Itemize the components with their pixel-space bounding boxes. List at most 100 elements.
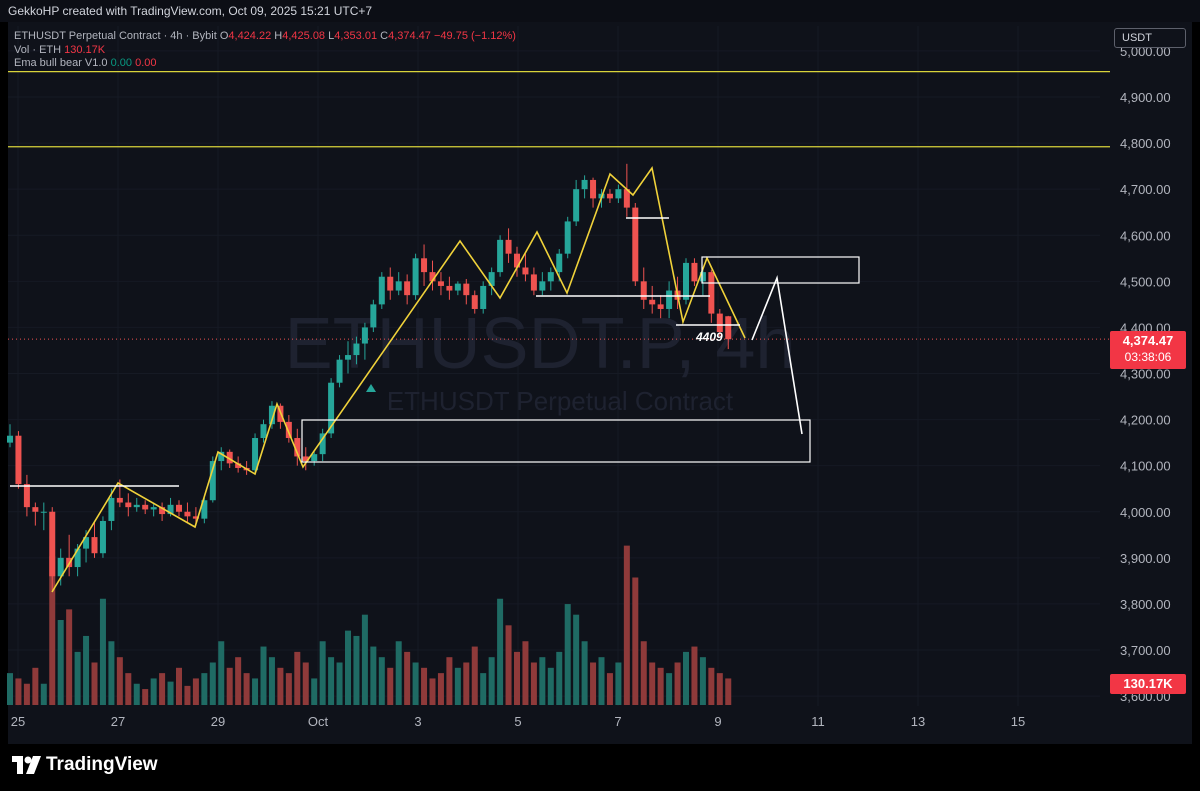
- candle-body: [226, 451, 233, 464]
- candle-body: [632, 207, 639, 282]
- level-lines: [8, 71, 1110, 340]
- volume-bar: [311, 678, 318, 705]
- candle-body: [201, 500, 208, 519]
- candle-body: [142, 504, 149, 510]
- candle-body: [336, 359, 343, 383]
- volume-bar: [471, 646, 478, 705]
- volume-bar: [640, 641, 647, 705]
- volume-bar: [49, 556, 56, 705]
- volume-bar: [91, 662, 98, 705]
- legend-symbol[interactable]: ETHUSDT Perpetual Contract · 4h · Bybit: [14, 30, 217, 42]
- candle-body: [454, 283, 461, 291]
- candle-body: [40, 511, 47, 513]
- candle-body: [480, 285, 487, 309]
- candle-body: [192, 516, 199, 519]
- volume-bar: [336, 662, 343, 705]
- volume-bar: [674, 662, 681, 705]
- candle-body: [361, 327, 368, 344]
- volume-bar: [176, 667, 182, 705]
- signal-marker: [366, 384, 376, 392]
- candle-body: [387, 276, 394, 291]
- volume-bar: [108, 641, 115, 705]
- volume-bar: [404, 651, 411, 705]
- volume-bar: [530, 662, 537, 705]
- volume-bar: [683, 651, 689, 705]
- volume-bar: [57, 620, 64, 705]
- price-tick-label: 3,700.00: [1120, 643, 1171, 658]
- volume-bar: [497, 598, 504, 705]
- volume-bar: [133, 683, 140, 705]
- volume-bar: [201, 673, 208, 705]
- candle-body: [311, 454, 318, 462]
- volume-bar: [488, 657, 495, 705]
- volume-bar: [514, 651, 520, 705]
- price-tick-label: 4,100.00: [1120, 459, 1171, 474]
- volume-bar: [429, 678, 436, 705]
- time-tick-label: 7: [614, 714, 621, 729]
- price-tick-label: 4,200.00: [1120, 413, 1171, 428]
- volume-bar: [564, 604, 571, 705]
- candle-body: [547, 272, 554, 282]
- volume-bar: [302, 662, 309, 705]
- price-tick-label: 3,800.00: [1120, 597, 1171, 612]
- candle-body: [716, 313, 723, 333]
- candle-body: [463, 283, 470, 296]
- chart-pane[interactable]: [8, 22, 1192, 744]
- price-tick-label: 4,300.00: [1120, 367, 1171, 382]
- volume-bar: [252, 678, 259, 705]
- volume-bar: [150, 678, 157, 705]
- volume-bar: [539, 657, 546, 705]
- volume-bar: [623, 545, 630, 705]
- time-tick-label: 11: [811, 714, 825, 729]
- volume-bar: [437, 673, 444, 705]
- time-axis: 25 27 29 Oct 3 5 7 9 11 13 15: [11, 714, 1025, 729]
- legend-volume: Vol · ETH 130.17K: [14, 43, 106, 56]
- legend: ETHUSDT Perpetual Contract · 4h · Bybit …: [14, 30, 516, 71]
- supply-zone-box: [701, 256, 860, 284]
- volume-bar: [192, 678, 199, 705]
- candle-body: [116, 497, 123, 503]
- zigzag-line: [51, 166, 746, 593]
- volume-bar: [725, 678, 732, 705]
- time-tick-label: 29: [211, 714, 225, 729]
- tradingview-logo-icon: [12, 756, 41, 774]
- candle-body: [556, 253, 563, 273]
- time-tick-label: 15: [1011, 714, 1025, 729]
- last-price-tag: 4,374.47 03:38:06: [1110, 331, 1186, 369]
- volume-bar: [268, 657, 275, 705]
- currency-selector[interactable]: USDT: [1114, 28, 1186, 48]
- candle-body: [74, 548, 81, 568]
- candle-body: [615, 189, 622, 199]
- candle-body: [606, 193, 613, 199]
- candle-body: [404, 281, 411, 296]
- price-tick-label: 3,900.00: [1120, 551, 1171, 566]
- volume-bars: [7, 545, 732, 705]
- price-tick-label: 4,800.00: [1120, 136, 1171, 151]
- candle-body: [15, 435, 22, 485]
- candle-body: [708, 272, 715, 314]
- candle-body: [488, 272, 495, 286]
- candle-body: [522, 267, 529, 275]
- candle-body: [345, 355, 351, 360]
- volume-bar: [505, 625, 512, 705]
- drawings: 4409: [10, 166, 860, 593]
- time-tick-label: 9: [714, 714, 721, 729]
- candle-body: [7, 435, 13, 443]
- candle-body: [691, 262, 698, 282]
- watermark-name: ETHUSDT Perpetual Contract: [387, 386, 734, 416]
- price-tick-label: 4,700.00: [1120, 182, 1171, 197]
- volume-bar: [319, 641, 326, 705]
- volume-bar: [716, 673, 723, 705]
- candle-body: [268, 405, 275, 425]
- candle-body: [159, 507, 166, 515]
- volume-bar: [260, 646, 267, 705]
- volume-bar: [125, 673, 132, 705]
- volume-bar: [657, 667, 664, 705]
- volume-bar: [235, 657, 242, 705]
- volume-bar: [463, 662, 470, 705]
- volume-bar: [184, 685, 191, 705]
- demand-zone-box: [301, 419, 811, 463]
- candle-body: [590, 179, 597, 199]
- tradingview-logo[interactable]: TradingView: [12, 754, 158, 776]
